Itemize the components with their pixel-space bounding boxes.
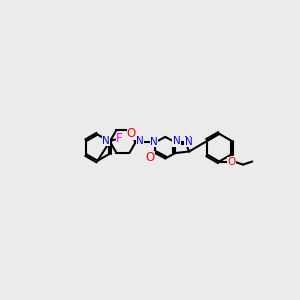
- Text: O: O: [227, 157, 236, 166]
- Text: N: N: [172, 137, 180, 147]
- Text: N: N: [184, 136, 191, 146]
- Text: N: N: [136, 136, 144, 146]
- Text: F: F: [116, 132, 122, 145]
- Text: N: N: [102, 136, 110, 146]
- Text: N: N: [184, 137, 192, 147]
- Text: N: N: [150, 137, 158, 147]
- Text: O: O: [145, 151, 154, 164]
- Text: N: N: [151, 137, 158, 147]
- Text: N: N: [151, 137, 158, 147]
- Text: N: N: [173, 136, 181, 146]
- Text: O: O: [127, 127, 136, 140]
